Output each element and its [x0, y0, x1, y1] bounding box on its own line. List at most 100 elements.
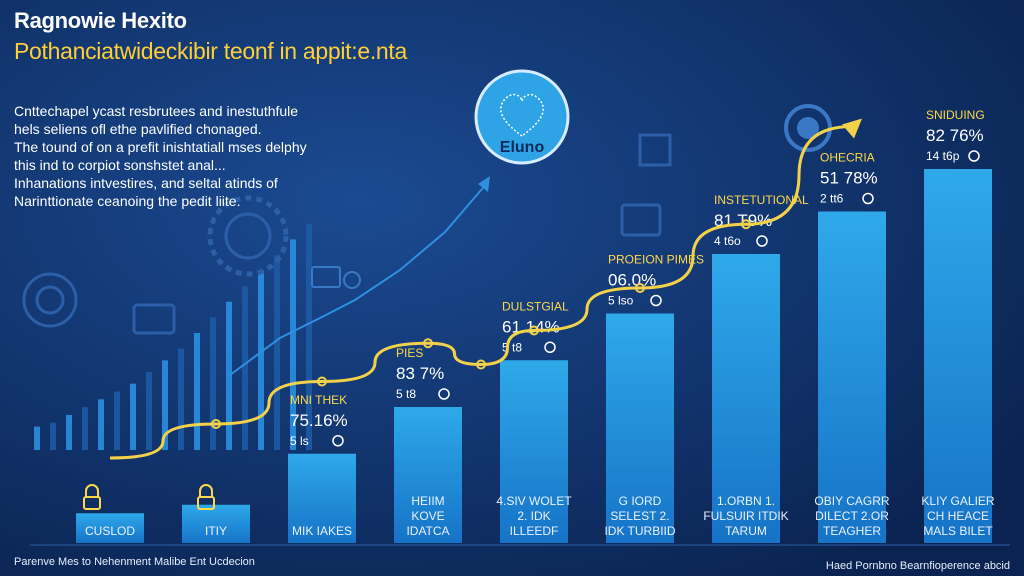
marker-dot — [756, 235, 768, 247]
page-subtitle: Pothanciatwideckibir teonf in appit:e.nt… — [14, 38, 408, 64]
trend-point — [529, 325, 539, 336]
bar — [76, 513, 144, 543]
target-icon — [35, 285, 65, 315]
background-bar — [210, 317, 216, 450]
category-label: CUSLOD — [85, 524, 135, 538]
trend-point — [317, 376, 327, 387]
sub-label: 4 t6o — [714, 234, 741, 248]
trend-point — [211, 419, 221, 429]
trend-arrow-head — [842, 118, 862, 139]
background-bar — [290, 239, 296, 450]
footer-right-note: Haed Pornbno Bearnfioperence abcid — [825, 560, 1010, 572]
chart-icon — [638, 133, 672, 167]
sub-label: 2 tt6 — [820, 192, 844, 206]
background-bar — [226, 301, 232, 450]
marker-dot — [438, 388, 450, 400]
trend-point — [423, 338, 433, 349]
background-trend-arrow — [229, 181, 489, 376]
badge: Eluno — [474, 69, 570, 165]
card-icon — [311, 266, 341, 288]
bar-heading: PIES — [396, 346, 423, 360]
background-bars — [34, 176, 490, 450]
background-bar — [66, 414, 72, 450]
background-bar — [178, 348, 184, 450]
trend-point — [476, 359, 486, 370]
marker-dot — [544, 341, 556, 353]
page-title: Ragnowie Hexito — [14, 8, 187, 33]
gear-icon — [207, 195, 289, 277]
percent-label: 51 78% — [820, 169, 878, 188]
main-bars: CUSLOD ITIY MIK IAKES MNI THEK 75.16% 5 ls HEI… — [76, 108, 995, 543]
description-line: Cnttechapel ycast resbrutees and inestut… — [14, 103, 299, 119]
trend-line — [109, 125, 853, 460]
lock-icon-body — [83, 496, 101, 510]
marker-dot — [862, 192, 874, 205]
document-icon — [132, 303, 176, 335]
background-bar — [306, 223, 312, 450]
trend-point — [741, 219, 751, 230]
background-bar — [274, 255, 280, 450]
background-bar — [194, 333, 200, 450]
category-label: MIK IAKES — [292, 524, 352, 538]
category-label: G IORD SELEST 2. IDK TURBIID — [604, 494, 675, 538]
sub-label: 5 ls — [290, 434, 309, 448]
bar-heading: MNI THEK — [290, 393, 347, 407]
award-icon — [797, 117, 819, 139]
category-label: HEIIM KOVE IDATCA — [406, 494, 449, 538]
bar — [606, 313, 674, 543]
description-block: Cnttechapel ycast resbrutees and inestut… — [14, 102, 344, 210]
description-line: Inhanations intvestires, and seltal atin… — [14, 175, 278, 191]
lock-icon-body — [197, 496, 215, 510]
category-label: 1.ORBN 1. FULSUIR ITDIK TARUM — [703, 494, 788, 538]
category-label: ITIY — [205, 524, 227, 538]
marker-dot — [332, 435, 344, 447]
background-bar — [242, 286, 248, 450]
marker-dot — [650, 294, 662, 307]
percent-label: 83 7% — [396, 364, 444, 383]
bar-heading: DULSTGIAL — [502, 299, 569, 313]
bar — [818, 211, 886, 543]
person-icon — [343, 271, 361, 289]
background-arrow-head — [478, 176, 490, 192]
heart-icon — [500, 93, 544, 137]
description-line: Narinttionate ceanoing the pedit liite. — [14, 193, 241, 209]
bar — [182, 504, 250, 543]
background-bar — [162, 360, 168, 450]
trend-point — [635, 283, 645, 293]
sub-label: 5 lso — [608, 294, 634, 308]
bar — [500, 360, 568, 543]
percent-label: 82 76% — [926, 126, 984, 145]
sub-label: 5 t8 — [502, 340, 522, 354]
bar-heading: INSTETUTIONAL — [714, 193, 809, 207]
sub-label: 14 t6p — [926, 149, 960, 163]
bar-heading: OHECRIA — [820, 151, 875, 165]
target-icon — [22, 272, 78, 328]
description-line: this ind to corpiot sonshstet anal... — [14, 157, 226, 173]
bar — [712, 254, 780, 543]
description-line: hels seliens ofl ethe pavlified chonaged… — [14, 121, 262, 137]
background-bar — [50, 422, 56, 450]
bar — [394, 407, 462, 543]
marker-dot — [968, 150, 980, 162]
percent-label: 06.0% — [608, 271, 656, 290]
description-line: The tound of on a prefit inishtatiall ms… — [14, 139, 307, 155]
background-bar — [34, 426, 40, 450]
category-label: OBIY CAGRR DILECT 2.OR TEAGHER — [814, 494, 889, 538]
category-label: 4.SIV WOLET 2. IDK ILLEEDF — [496, 494, 572, 538]
percent-label: 75.16% — [290, 411, 348, 430]
footer-left-note: Parenve Mes to Nehenment Malibe Ent Ucde… — [14, 556, 255, 568]
background-bar — [114, 391, 120, 450]
lock-icon — [199, 484, 213, 497]
bar-heading: PROEION PIMES — [608, 253, 704, 267]
background-bar — [98, 399, 104, 450]
bar — [924, 169, 992, 543]
trend-line-group — [109, 118, 862, 460]
background-bar — [258, 270, 264, 450]
category-label: KLIY GALIER CH HEACE MALS BILET — [921, 494, 994, 538]
badge-label: Eluno — [500, 139, 545, 156]
bar — [288, 453, 356, 543]
background-bar — [82, 407, 88, 450]
background-bar — [130, 383, 136, 450]
folder-icon — [620, 203, 662, 237]
